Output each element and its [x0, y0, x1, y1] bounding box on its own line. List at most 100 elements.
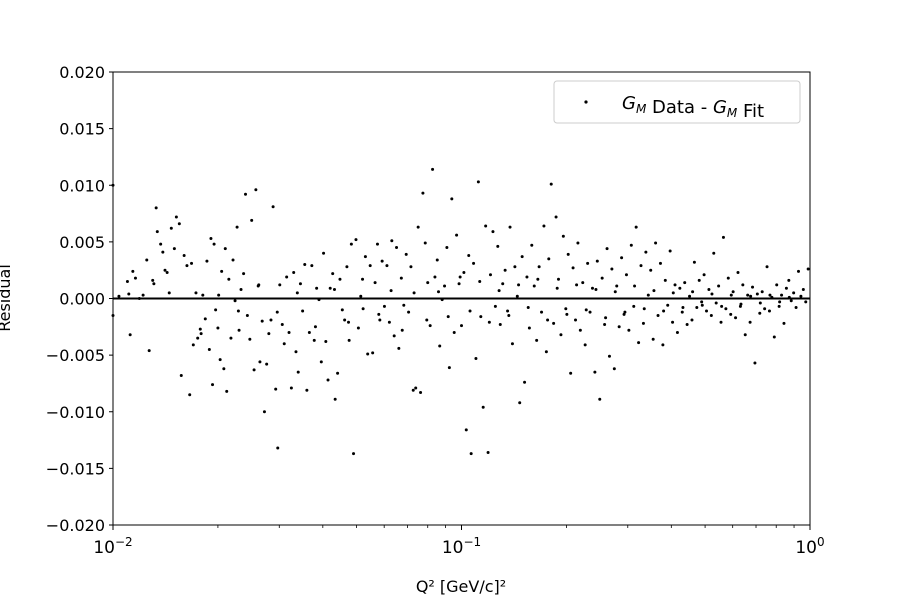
- data-point: [349, 242, 353, 246]
- data-point: [724, 307, 728, 311]
- data-point: [535, 338, 539, 342]
- data-point: [313, 325, 317, 329]
- data-point: [172, 247, 176, 251]
- data-point: [425, 318, 429, 322]
- data-point: [488, 273, 492, 277]
- data-point: [371, 351, 375, 355]
- data-point: [347, 338, 351, 342]
- data-point: [244, 192, 247, 196]
- data-point: [443, 284, 447, 288]
- data-point: [646, 293, 650, 297]
- data-point: [154, 206, 158, 210]
- data-point: [262, 410, 266, 414]
- data-point: [361, 307, 365, 311]
- data-point: [395, 246, 399, 250]
- data-point: [278, 283, 282, 287]
- y-tick-label: 0.010: [59, 176, 105, 195]
- data-point: [385, 264, 389, 268]
- data-point: [496, 244, 500, 248]
- data-point: [622, 312, 626, 316]
- y-tick-label: 0.015: [59, 120, 105, 139]
- data-point: [702, 273, 706, 277]
- data-point: [697, 278, 701, 282]
- data-point: [380, 259, 384, 263]
- data-point: [462, 270, 466, 274]
- data-point: [426, 281, 430, 285]
- y-tick-label: −0.005: [46, 346, 105, 365]
- data-point: [447, 366, 451, 370]
- data-point: [743, 333, 747, 337]
- data-point: [523, 380, 527, 384]
- data-point: [525, 275, 529, 279]
- data-point: [603, 323, 607, 327]
- data-point: [177, 222, 181, 226]
- data-point: [419, 391, 423, 394]
- data-point: [527, 326, 531, 330]
- data-point: [237, 328, 241, 332]
- data-point: [169, 226, 173, 230]
- data-point: [407, 310, 411, 314]
- data-point: [629, 243, 633, 247]
- data-point: [145, 258, 149, 262]
- data-point: [212, 242, 216, 246]
- data-point: [217, 293, 221, 297]
- data-point: [292, 270, 296, 274]
- data-point: [513, 265, 517, 269]
- data-point: [223, 247, 227, 251]
- data-point: [707, 287, 711, 291]
- data-point: [207, 347, 211, 351]
- data-point: [452, 330, 456, 334]
- data-point: [510, 342, 514, 346]
- data-point: [242, 272, 246, 276]
- data-point: [662, 309, 666, 313]
- data-point: [544, 350, 548, 354]
- data-point: [678, 286, 682, 290]
- x-tick-label: 100: [795, 535, 824, 558]
- data-points: [111, 167, 810, 456]
- data-point: [700, 303, 704, 307]
- data-point: [767, 309, 771, 313]
- y-tick-label: 0.020: [59, 63, 105, 82]
- data-point: [507, 313, 511, 317]
- data-point: [478, 280, 482, 284]
- data-point: [709, 313, 713, 317]
- data-point: [165, 270, 169, 274]
- data-point: [211, 383, 215, 387]
- data-point: [517, 283, 521, 287]
- data-point: [455, 233, 459, 237]
- data-point: [159, 242, 163, 246]
- data-point: [574, 318, 578, 322]
- data-point: [683, 281, 687, 285]
- x-axis-ticks: 10−2 10−1 100: [93, 525, 825, 558]
- data-point: [378, 318, 382, 322]
- data-point: [593, 370, 597, 374]
- data-point: [588, 310, 592, 314]
- data-point: [347, 320, 351, 324]
- data-point: [575, 283, 579, 287]
- data-point: [363, 255, 367, 259]
- data-point: [359, 294, 363, 298]
- data-point: [656, 313, 660, 317]
- data-point: [552, 321, 556, 325]
- data-point: [695, 306, 699, 310]
- data-point: [472, 261, 476, 265]
- data-point: [555, 286, 559, 290]
- data-point: [729, 312, 733, 316]
- data-point: [787, 278, 791, 282]
- data-point: [269, 318, 273, 322]
- data-point: [390, 239, 394, 243]
- data-point: [493, 304, 497, 308]
- data-point: [191, 343, 195, 347]
- data-point: [402, 303, 406, 307]
- data-point: [491, 230, 495, 234]
- data-point: [487, 320, 491, 324]
- data-point: [564, 307, 568, 311]
- data-point: [258, 360, 262, 364]
- data-point: [399, 276, 403, 280]
- x-axis-label: Q² [GeV/c]²: [416, 577, 506, 596]
- data-point: [680, 310, 684, 314]
- data-point: [271, 205, 275, 209]
- data-point: [607, 354, 611, 358]
- data-point: [445, 246, 449, 250]
